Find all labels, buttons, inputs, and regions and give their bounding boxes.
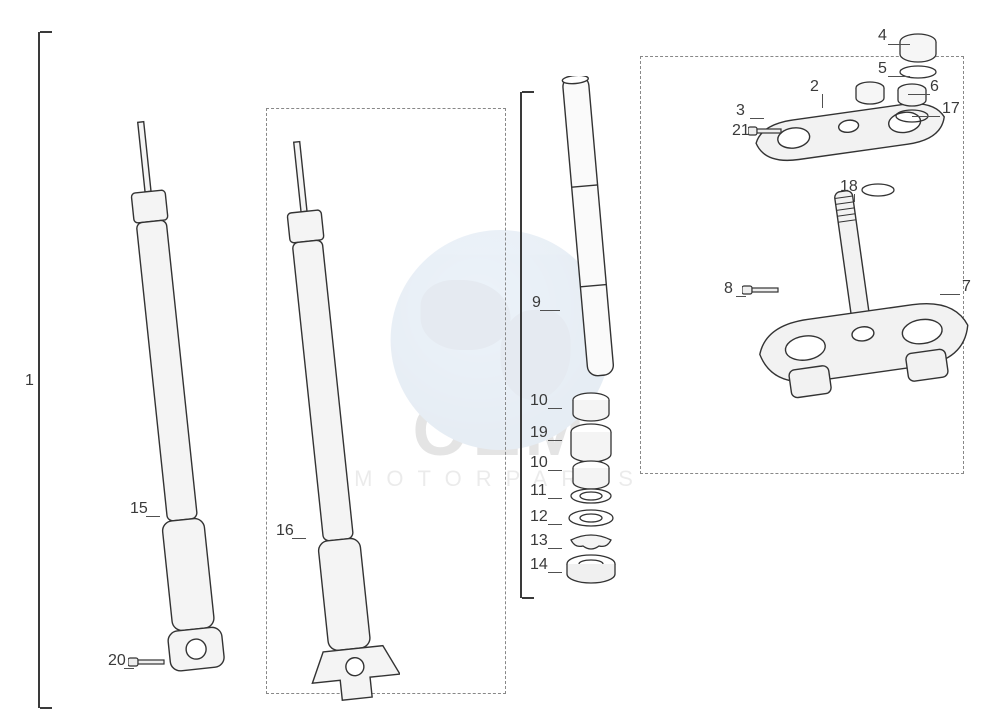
callout-18: 18 bbox=[840, 178, 858, 196]
callout-9: 9 bbox=[532, 294, 541, 312]
callout-12: 12 bbox=[530, 508, 548, 526]
callout-8: 8 bbox=[724, 280, 733, 298]
seal-stack bbox=[556, 388, 626, 598]
leader bbox=[548, 524, 562, 525]
leader bbox=[548, 572, 562, 573]
callout-14: 14 bbox=[530, 556, 548, 574]
callout-4: 4 bbox=[878, 27, 887, 45]
stem-ring bbox=[858, 180, 898, 200]
bolt-21 bbox=[748, 124, 784, 138]
callout-3: 3 bbox=[736, 102, 745, 120]
callout-10b: 10 bbox=[530, 454, 548, 472]
callout-21: 21 bbox=[732, 122, 750, 140]
bolt-20 bbox=[128, 654, 168, 670]
exploded-diagram: OEM MOTORPARTS bbox=[0, 0, 1001, 722]
leader bbox=[146, 516, 160, 517]
leader bbox=[540, 310, 560, 311]
bracket-tube-stack bbox=[520, 92, 522, 598]
fork-inner-tube bbox=[558, 76, 618, 396]
callout-16: 16 bbox=[276, 522, 294, 540]
callout-20: 20 bbox=[108, 652, 126, 670]
leader bbox=[912, 116, 940, 117]
bracket-assembly bbox=[38, 32, 40, 708]
leader bbox=[750, 118, 764, 119]
fork-leg-left bbox=[110, 120, 240, 700]
callout-15: 15 bbox=[130, 500, 148, 518]
bolt-8 bbox=[742, 282, 782, 298]
callout-11: 11 bbox=[530, 482, 547, 500]
fork-leg-right bbox=[260, 140, 400, 720]
callout-5: 5 bbox=[878, 60, 887, 78]
leader bbox=[548, 408, 562, 409]
leader bbox=[548, 440, 562, 441]
callout-7: 7 bbox=[962, 278, 971, 296]
leader bbox=[940, 294, 960, 295]
leader bbox=[888, 76, 910, 77]
lower-triple-clamp bbox=[746, 190, 976, 450]
leader bbox=[548, 498, 562, 499]
leader bbox=[736, 296, 746, 297]
callout-13: 13 bbox=[530, 532, 548, 550]
callout-19: 19 bbox=[530, 424, 548, 442]
leader bbox=[888, 44, 910, 45]
stem-top-hardware bbox=[846, 28, 956, 148]
callout-10a: 10 bbox=[530, 392, 548, 410]
leader bbox=[292, 538, 306, 539]
callout-2: 2 bbox=[810, 78, 819, 96]
callout-6: 6 bbox=[930, 78, 939, 96]
callout-1: 1 bbox=[25, 372, 34, 390]
callout-17: 17 bbox=[942, 100, 960, 118]
leader bbox=[548, 470, 562, 471]
leader bbox=[548, 548, 562, 549]
leader bbox=[908, 94, 930, 95]
leader bbox=[822, 94, 823, 108]
